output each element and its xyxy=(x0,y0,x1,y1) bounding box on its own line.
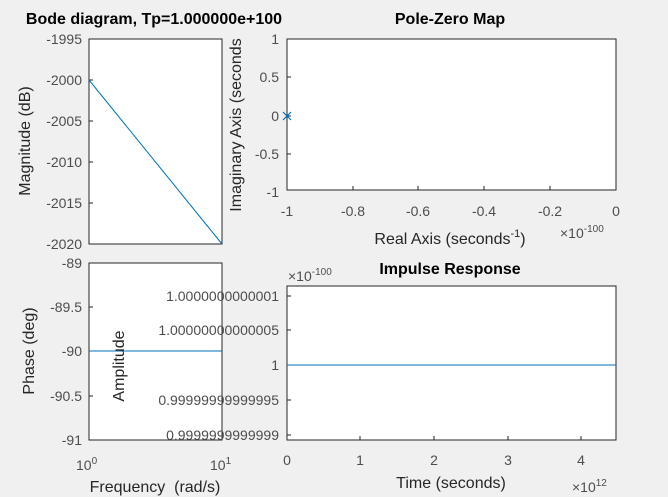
impulse-x-multiplier: ×1012 xyxy=(572,478,607,495)
impulse-xticks: 0 1 2 3 4 xyxy=(283,436,585,468)
impulse-xlabel: Time (seconds) xyxy=(396,475,506,492)
bode-magnitude-ylabel: Magnitude (dB) xyxy=(17,86,34,195)
pole-zero-yticks: 1 0.5 0 -0.5 -1 xyxy=(255,31,291,200)
pole-marker[interactable] xyxy=(282,111,292,121)
ytick-label: 1 xyxy=(271,357,279,373)
bode-magnitude-axes[interactable] xyxy=(88,38,223,245)
pole-zero-xlabel: Real Axis (seconds-1) xyxy=(374,228,525,248)
pole-zero-xticks: -1 -0.8 -0.6 -0.4 -0.2 0 xyxy=(281,186,620,219)
impulse-ylabel: Amplitude xyxy=(111,330,128,401)
ytick-label: 0.5 xyxy=(260,69,280,85)
xtick-label: -0.2 xyxy=(538,203,562,219)
impulse-axes[interactable] xyxy=(286,285,617,441)
ytick-label: 0.9999999999999 xyxy=(166,427,279,443)
ytick-label: 1.00000000000005 xyxy=(158,322,279,338)
bode-phase-yticks: -89 -89.5 -90 -90.5 -91 xyxy=(50,255,93,448)
xtick-label: 1 xyxy=(356,452,364,468)
pole-zero-plot: 1 0.5 0 -0.5 -1 -1 -0.8 -0.6 -0.4 -0.2 0… xyxy=(228,11,620,248)
pole-zero-x-multiplier: ×10-100 xyxy=(560,224,604,241)
ytick-label: -0.5 xyxy=(255,146,279,162)
xtick-label: 100 xyxy=(76,456,98,473)
ytick-label: -2010 xyxy=(46,154,82,170)
ytick-label: -2005 xyxy=(46,113,82,129)
impulse-y-multiplier: ×10-100 xyxy=(288,267,332,284)
ytick-label: -1995 xyxy=(46,31,82,47)
ytick-label: 1.0000000000001 xyxy=(166,288,279,304)
xtick-label: -0.4 xyxy=(472,203,496,219)
ytick-label: -91 xyxy=(62,432,82,448)
impulse-title: Impulse Response xyxy=(379,261,520,278)
xtick-label: 2 xyxy=(430,452,438,468)
xtick-label: 4 xyxy=(577,452,585,468)
xtick-label: 101 xyxy=(210,456,232,473)
bode-magnitude-plot: -1995 -2000 -2005 -2010 -2015 -2020 Magn… xyxy=(17,11,282,252)
bode-phase-ylabel: Phase (deg) xyxy=(21,307,38,394)
ytick-label: -2015 xyxy=(46,195,82,211)
bode-magnitude-line[interactable] xyxy=(88,79,223,245)
xtick-label: -0.6 xyxy=(406,203,430,219)
ytick-label: -89 xyxy=(62,255,82,271)
ytick-label: 0.99999999999995 xyxy=(158,392,279,408)
xtick-label: -0.8 xyxy=(341,203,365,219)
xtick-label: 3 xyxy=(504,452,512,468)
bode-magnitude-yticks: -1995 -2000 -2005 -2010 -2015 -2020 xyxy=(46,31,93,252)
ytick-label: 0 xyxy=(271,108,279,124)
bode-phase-plot: -89 -89.5 -90 -90.5 -91 100 101 Frequenc… xyxy=(21,255,232,496)
ytick-label: -89.5 xyxy=(50,299,82,315)
impulse-yticks: 1.0000000000001 1.00000000000005 1 0.999… xyxy=(158,288,291,443)
ytick-label: -1 xyxy=(267,184,280,200)
xtick-label: 0 xyxy=(283,452,291,468)
pole-zero-axes[interactable] xyxy=(286,38,617,191)
impulse-plot: ×10-100 1.0000000000001 1.00000000000005… xyxy=(111,261,617,495)
ytick-label: -90.5 xyxy=(50,388,82,404)
ytick-label: -90 xyxy=(62,343,82,359)
xtick-label: -1 xyxy=(281,203,294,219)
ytick-label: 1 xyxy=(271,31,279,47)
xtick-label: 0 xyxy=(612,203,620,219)
bode-title: Bode diagram, Tp=1.000000e+100 xyxy=(26,11,282,28)
ytick-label: -2000 xyxy=(46,72,82,88)
pole-zero-title: Pole-Zero Map xyxy=(395,11,505,28)
pole-zero-ylabel: Imaginary Axis (seconds xyxy=(228,38,245,211)
ytick-label: -2020 xyxy=(46,236,82,252)
bode-phase-xlabel: Frequency (rad/s) xyxy=(90,479,221,496)
